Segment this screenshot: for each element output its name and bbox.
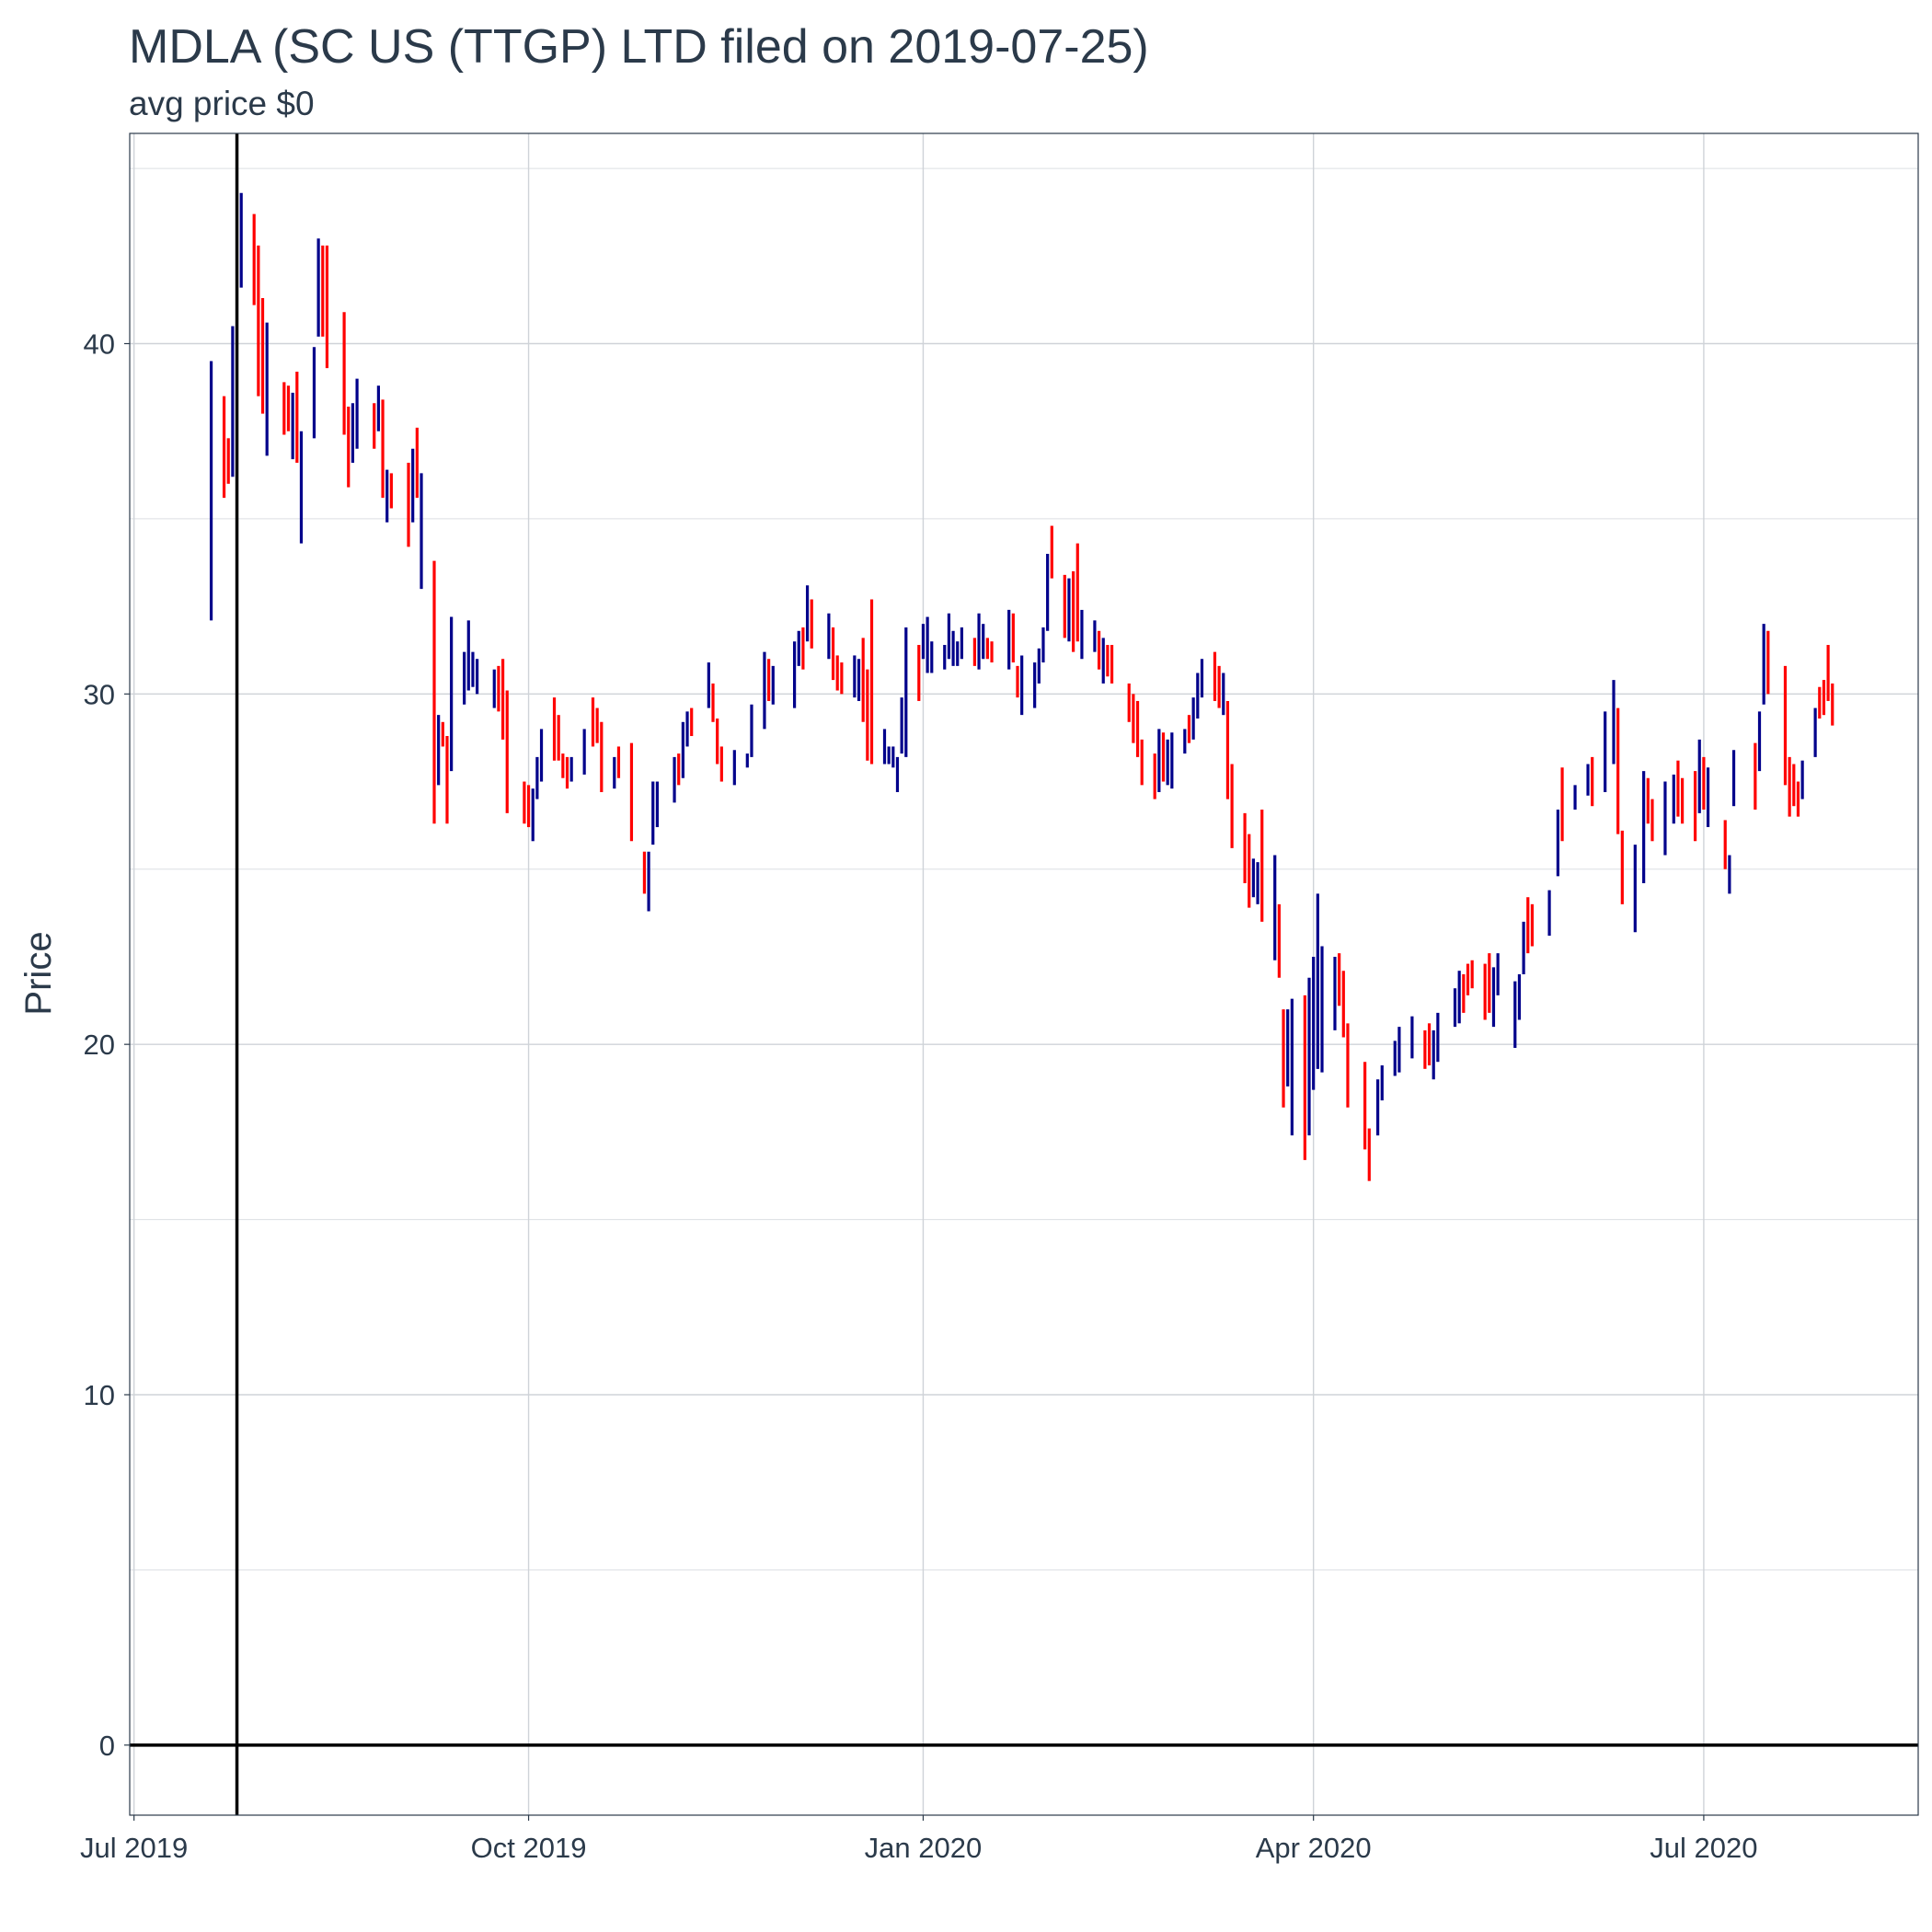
reference-lines	[130, 133, 1918, 1815]
x-tick-label: Oct 2019	[471, 1832, 587, 1864]
x-tick-label: Jul 2020	[1650, 1832, 1757, 1864]
y-tick-label: 40	[84, 328, 115, 361]
ohlc-bars	[209, 192, 1834, 1181]
plot-panel	[130, 133, 1918, 1815]
x-tick-label: Jan 2020	[865, 1832, 983, 1864]
x-tick-label: Apr 2020	[1256, 1832, 1372, 1864]
y-tick-label: 0	[99, 1730, 115, 1762]
y-axis-label: Price	[18, 931, 59, 1015]
x-axis-ticks: Jul 2019 Oct 2019 Jan 2020 Apr 2020 Jul 2020	[80, 1815, 1758, 1864]
y-tick-label: 20	[84, 1029, 115, 1061]
y-axis-ticks: 0 10 20 30 40	[84, 328, 130, 1762]
chart-title: MDLA (SC US (TTGP) LTD filed on 2019-07-…	[129, 20, 1149, 74]
y-tick-label: 30	[84, 678, 115, 710]
plot-border	[129, 132, 1919, 1816]
y-tick-label: 10	[84, 1379, 115, 1411]
x-tick-label: Jul 2019	[80, 1832, 188, 1864]
chart-subtitle: avg price $0	[129, 85, 315, 122]
